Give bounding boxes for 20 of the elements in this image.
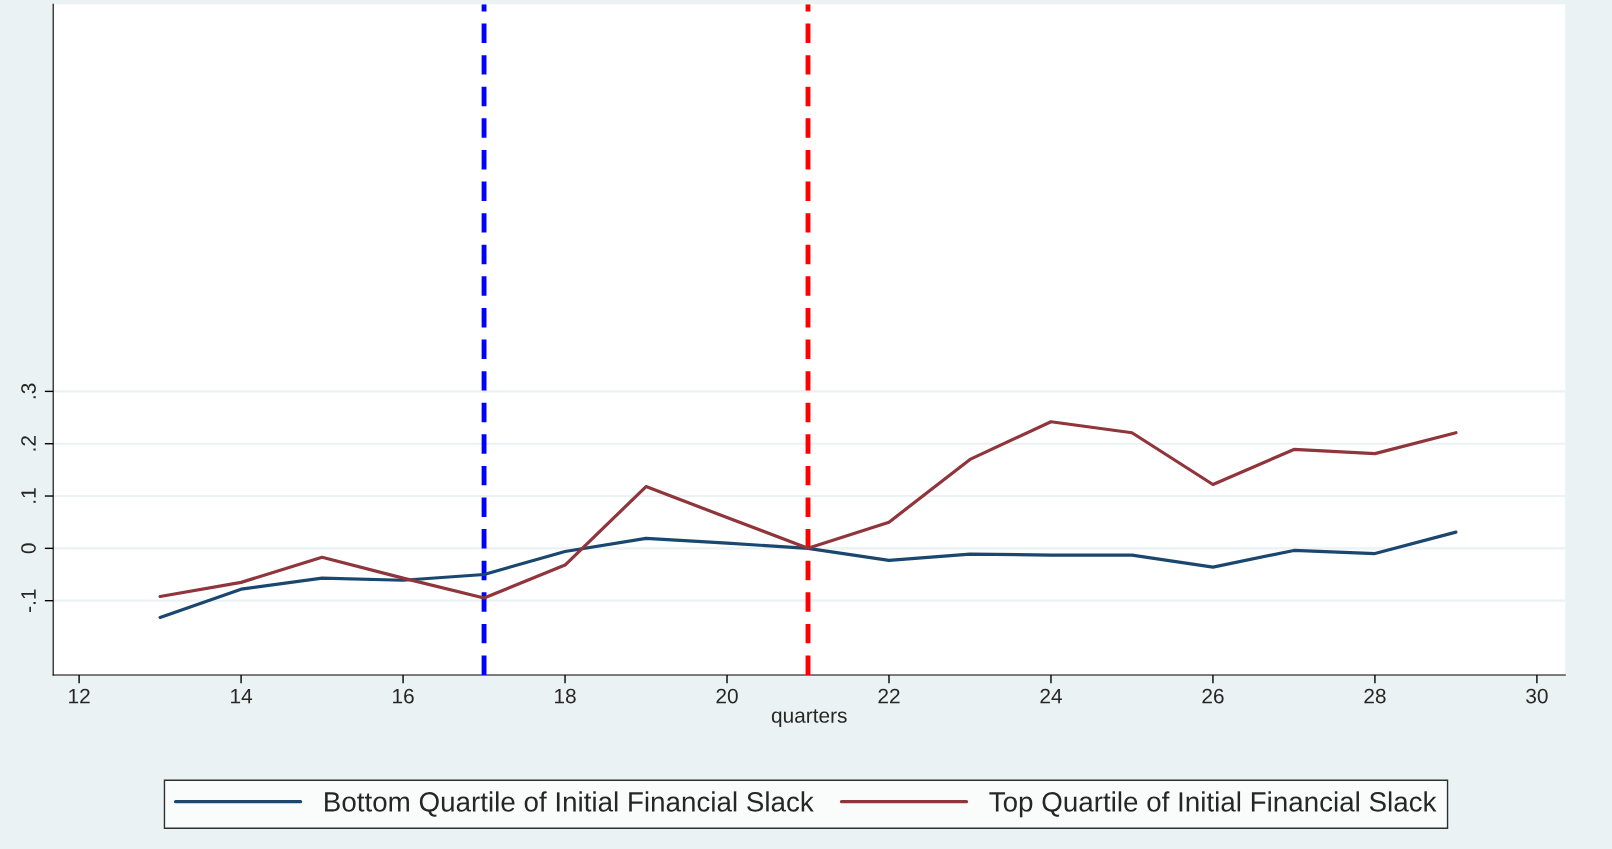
x-tick-label: 28 [1364, 688, 1386, 704]
x-tick-label: 12 [69, 688, 90, 704]
x-tick-label: 20 [716, 688, 738, 704]
x-tick-label: 18 [555, 688, 576, 704]
x-tick-label: 30 [1526, 688, 1548, 704]
x-tick-label: 14 [231, 688, 253, 704]
y-tick-label: .2 [21, 436, 36, 451]
y-tick-label: .3 [21, 383, 36, 399]
y-tick-label: -.1 [21, 589, 36, 612]
x-axis-title: quarters [771, 709, 847, 727]
y-tick-label: .1 [21, 488, 36, 503]
x-tick-label: 26 [1202, 688, 1224, 704]
x-tick-label: 16 [393, 688, 414, 704]
y-tick-label: 0 [21, 543, 36, 554]
x-tick-label: 22 [878, 688, 900, 704]
line-series [158, 530, 1458, 620]
legend-label: Top Quartile of Initial Financial Slack [989, 791, 1437, 818]
legend-label: Bottom Quartile of Initial Financial Slack [325, 791, 814, 817]
line-series [158, 420, 1458, 600]
x-tick-label: 24 [1040, 688, 1062, 704]
